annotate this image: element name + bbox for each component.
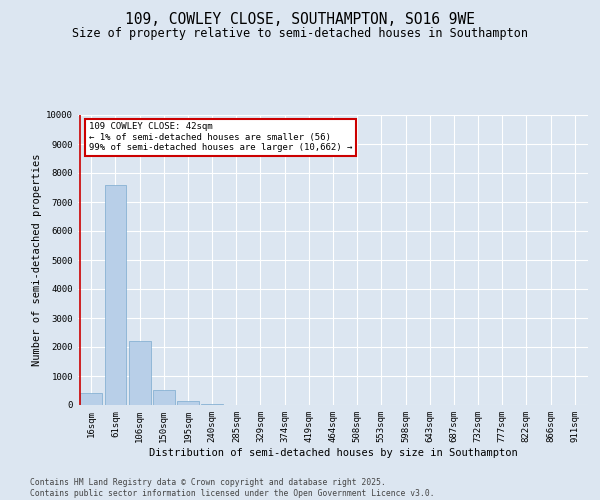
Text: Size of property relative to semi-detached houses in Southampton: Size of property relative to semi-detach…	[72, 28, 528, 40]
Bar	[129, 341, 151, 405]
Text: 109, COWLEY CLOSE, SOUTHAMPTON, SO16 9WE: 109, COWLEY CLOSE, SOUTHAMPTON, SO16 9WE	[125, 12, 475, 28]
Text: Contains HM Land Registry data © Crown copyright and database right 2025.
Contai: Contains HM Land Registry data © Crown c…	[30, 478, 434, 498]
Text: 109 COWLEY CLOSE: 42sqm
← 1% of semi-detached houses are smaller (56)
99% of sem: 109 COWLEY CLOSE: 42sqm ← 1% of semi-det…	[89, 122, 352, 152]
Y-axis label: Number of semi-detached properties: Number of semi-detached properties	[32, 154, 42, 366]
X-axis label: Distribution of semi-detached houses by size in Southampton: Distribution of semi-detached houses by …	[149, 448, 517, 458]
Bar	[153, 390, 175, 405]
Bar	[80, 392, 102, 405]
Bar	[177, 400, 199, 405]
Bar	[201, 404, 223, 405]
Bar	[104, 184, 127, 405]
